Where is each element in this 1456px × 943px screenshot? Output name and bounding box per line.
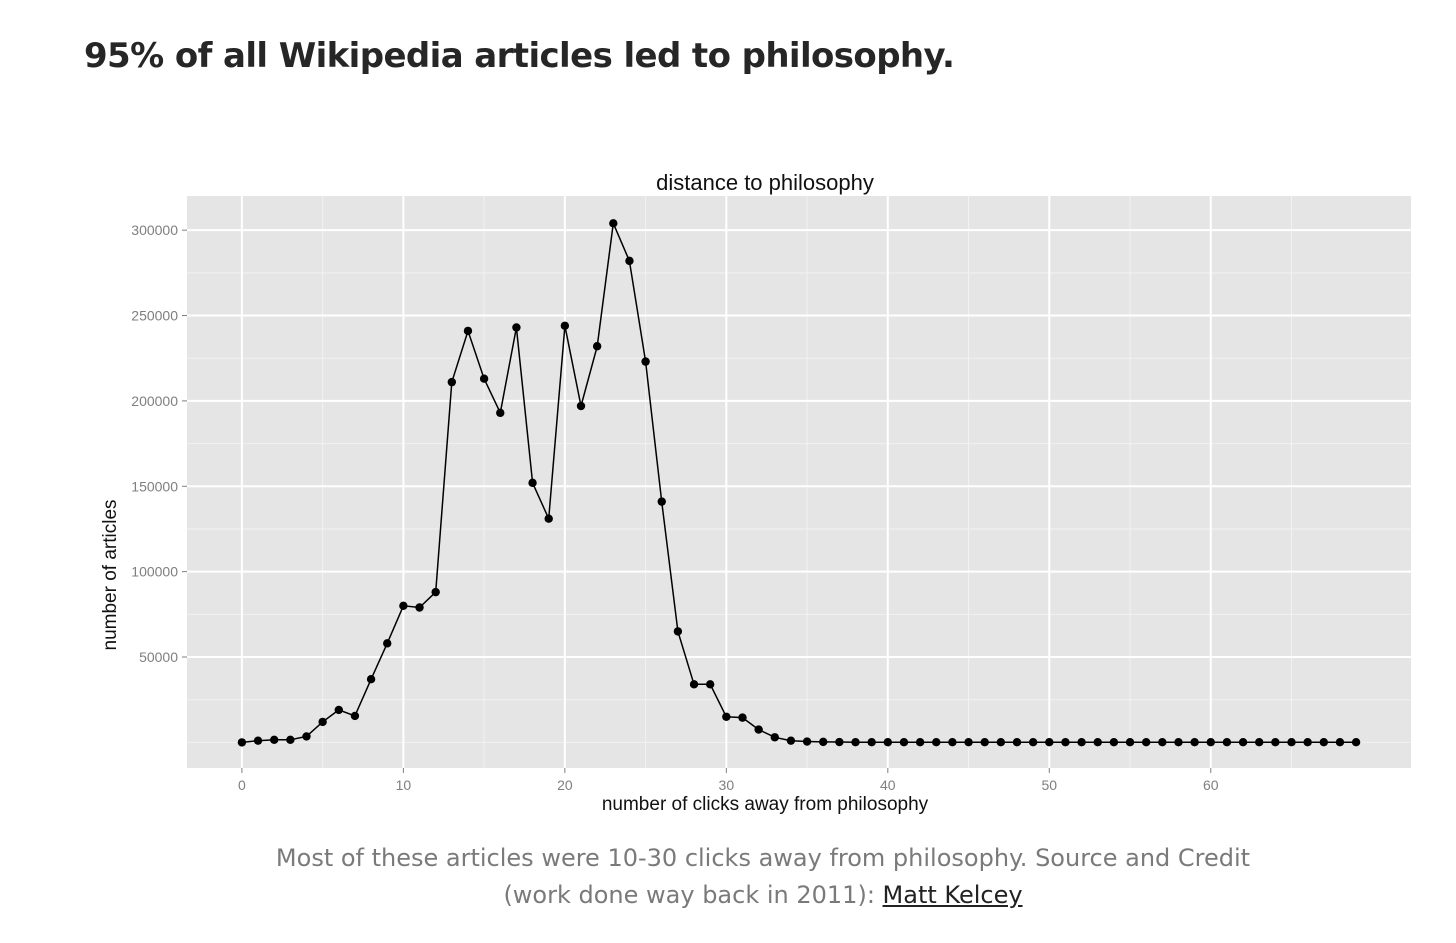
y-tick-label: 150000 [131,478,178,494]
data-point [770,733,779,742]
data-point [1125,738,1135,747]
data-point [1045,738,1054,747]
data-point [1271,738,1280,747]
data-point [1109,738,1119,747]
data-point [302,732,311,741]
data-point [673,627,683,636]
data-point [948,738,957,747]
data-point [1028,738,1038,747]
x-tick-label: 10 [396,777,412,793]
y-tick-label: 50000 [139,649,178,665]
y-tick-label: 200000 [131,393,178,409]
data-point [576,401,586,411]
data-point [1351,738,1361,747]
data-point [722,712,731,721]
data-point [399,601,408,610]
figure-caption: Most of these articles were 10-30 clicks… [240,840,1286,914]
x-axis-title: number of clicks away from philosophy [602,794,929,815]
data-point [1174,738,1183,747]
caption-text: Most of these articles were 10-30 clicks… [275,844,1251,909]
x-tick-label: 20 [557,777,573,793]
x-axis: 0 10 20 30 40 50 60 [238,768,1219,793]
data-point [1222,738,1232,747]
data-point [1319,738,1329,747]
data-point [1190,738,1199,747]
data-point [366,675,376,684]
data-point [447,377,457,387]
x-tick-label: 40 [880,777,896,793]
data-point [689,680,699,689]
data-point [431,587,440,597]
data-point [592,342,602,351]
data-point [1077,738,1086,747]
y-axis-title: number of articles [100,499,121,650]
data-point [915,738,925,747]
data-point [1093,738,1102,747]
minor-gridlines [187,196,1411,768]
data-point [1335,738,1345,747]
data-point [786,736,796,745]
data-point [1141,738,1151,747]
data-point [657,497,666,506]
data-point [609,219,618,228]
data-point [350,711,360,721]
data-point [415,603,424,612]
data-point [1061,738,1070,747]
data-series [237,219,1361,747]
data-point [754,725,763,734]
major-gridlines [187,196,1411,768]
y-tick-label: 300000 [131,222,178,238]
data-point [1206,738,1215,747]
data-point [625,256,634,266]
data-point [383,639,392,648]
data-point [802,737,812,746]
plot-panel [187,196,1411,768]
data-point [463,326,473,336]
page-heading: 95% of all Wikipedia articles led to phi… [84,36,955,76]
x-tick-label: 0 [238,777,246,793]
data-point [1255,738,1264,747]
data-point [819,737,828,747]
series-line [241,220,1357,744]
data-point [964,738,973,747]
data-point [479,374,489,383]
data-point [1303,738,1312,747]
data-point [1238,738,1248,747]
data-point [932,738,941,747]
y-axis: 50000 100000 150000 200000 250000 300000 [131,222,187,665]
data-point [1287,738,1296,747]
data-point [512,323,521,332]
chart-title: distance to philosophy [656,170,874,195]
data-point [899,738,909,747]
data-point [851,738,860,747]
data-point [253,736,263,745]
y-tick-label: 250000 [131,308,178,324]
data-point [996,738,1006,747]
data-point [641,357,650,366]
author-link[interactable]: Matt Kelcey [882,881,1023,909]
y-tick-label: 100000 [131,564,178,580]
data-point [528,478,537,488]
x-tick-label: 30 [719,777,735,793]
data-point [883,738,893,747]
distance-chart: distance to philosophy 50000 100000 150000… [100,170,1411,815]
data-point [334,705,343,715]
data-point [738,713,747,722]
data-point [867,738,876,747]
data-point [835,737,844,747]
data-point [560,321,570,330]
data-point [237,738,247,747]
data-point [318,717,327,727]
data-point [544,514,553,523]
data-point [496,408,505,418]
data-point [269,735,279,745]
data-point [980,738,989,747]
data-point [286,735,295,745]
data-point [1012,738,1022,747]
data-point [1158,738,1167,747]
x-tick-label: 60 [1203,777,1219,793]
x-tick-label: 50 [1042,777,1058,793]
data-point [705,680,715,689]
